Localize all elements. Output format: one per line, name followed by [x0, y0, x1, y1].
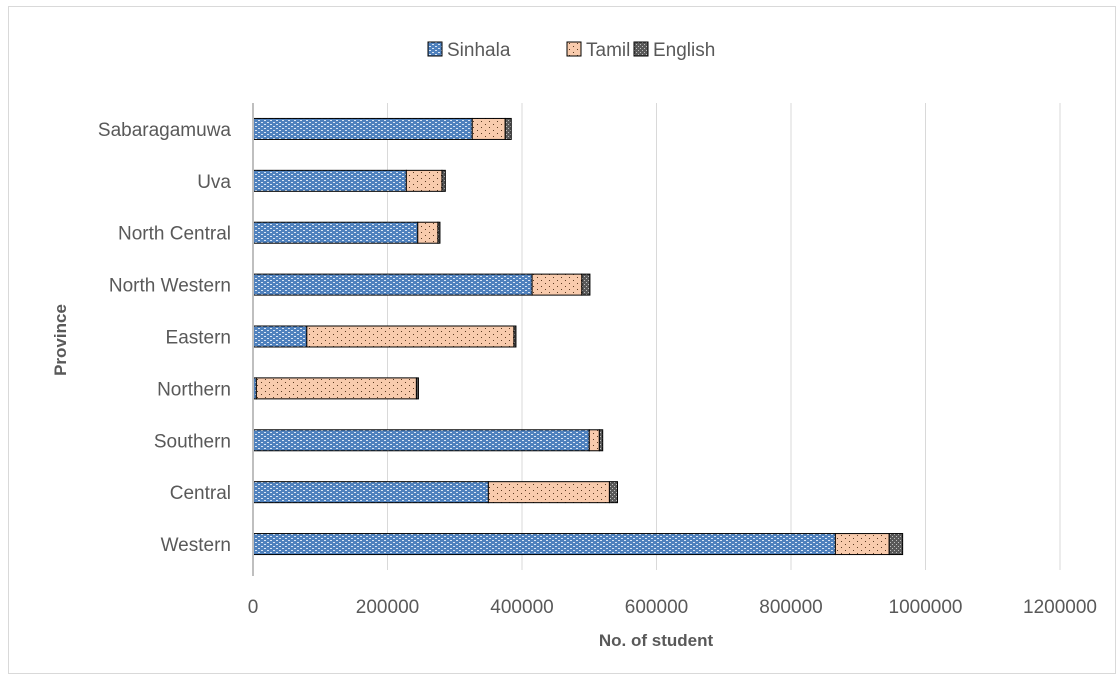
- y-tick-label: Eastern: [166, 328, 231, 349]
- legend: Sinhala Tamil English: [427, 40, 715, 61]
- bar-sinhala-north-western: [252, 273, 533, 296]
- legend-label-sinhala: Sinhala: [447, 40, 511, 61]
- y-tick-label: Sabaragamuwa: [98, 120, 232, 141]
- bar-english-north-central: [437, 221, 441, 244]
- bar-tamil-sabaragamuwa: [471, 117, 506, 140]
- x-tick-label: 400000: [490, 597, 553, 618]
- bar-english-northern: [415, 377, 419, 400]
- bar-sinhala-sabaragamuwa: [252, 117, 473, 140]
- y-tick-label: Uva: [197, 172, 231, 193]
- chart-frame: [8, 6, 1116, 674]
- x-tick-label: 600000: [625, 597, 688, 618]
- bar-english-southern: [598, 429, 604, 452]
- x-tick-label: 0: [248, 597, 259, 618]
- y-axis-ticks: Western Central Southern Northern Eastern Nor…: [98, 120, 232, 556]
- x-tick-label: 800000: [759, 597, 822, 618]
- x-tick-label: 200000: [356, 597, 419, 618]
- bar-tamil-north-western: [531, 273, 583, 296]
- bar-tamil-central: [487, 481, 610, 504]
- bar-sinhala-eastern: [252, 325, 308, 348]
- x-tick-label: 1000000: [889, 597, 963, 618]
- x-axis-title: No. of student: [599, 631, 714, 650]
- bar-sinhala-central: [252, 481, 489, 504]
- y-tick-label: Central: [170, 483, 231, 504]
- bar-tamil-southern: [588, 429, 600, 452]
- x-axis-ticks: 0 200000 400000 600000 800000 1000000 1200000: [248, 597, 1097, 618]
- bars: [252, 117, 904, 556]
- bar-tamil-uva: [405, 169, 443, 192]
- y-tick-label: Northern: [157, 379, 231, 400]
- bar-english-uva: [441, 169, 446, 192]
- y-tick-label: North Western: [109, 276, 231, 297]
- legend-swatch-english: [633, 41, 649, 57]
- bar-english-north-western: [581, 273, 591, 296]
- bar-sinhala-north-central: [252, 221, 419, 244]
- bar-tamil-western: [834, 533, 890, 556]
- bar-english-sabaragamuwa: [504, 117, 512, 140]
- x-tick-label: 1200000: [1023, 597, 1097, 618]
- bar-english-eastern: [513, 325, 517, 348]
- legend-label-tamil: Tamil: [586, 40, 630, 61]
- y-tick-label: Southern: [154, 431, 231, 452]
- legend-swatch-tamil: [566, 41, 582, 57]
- legend-swatch-sinhala: [427, 41, 443, 57]
- bar-tamil-north-central: [417, 221, 439, 244]
- y-axis-title: Province: [51, 304, 70, 376]
- bar-tamil-northern: [255, 377, 417, 400]
- bar-tamil-eastern: [306, 325, 515, 348]
- legend-label-english: English: [653, 40, 715, 61]
- y-tick-label: Western: [161, 535, 231, 556]
- bar-sinhala-southern: [252, 429, 590, 452]
- bar-english-western: [888, 533, 904, 556]
- bar-sinhala-uva: [252, 169, 407, 192]
- bar-sinhala-western: [252, 533, 836, 556]
- y-tick-label: North Central: [118, 224, 231, 245]
- bar-english-central: [608, 481, 618, 504]
